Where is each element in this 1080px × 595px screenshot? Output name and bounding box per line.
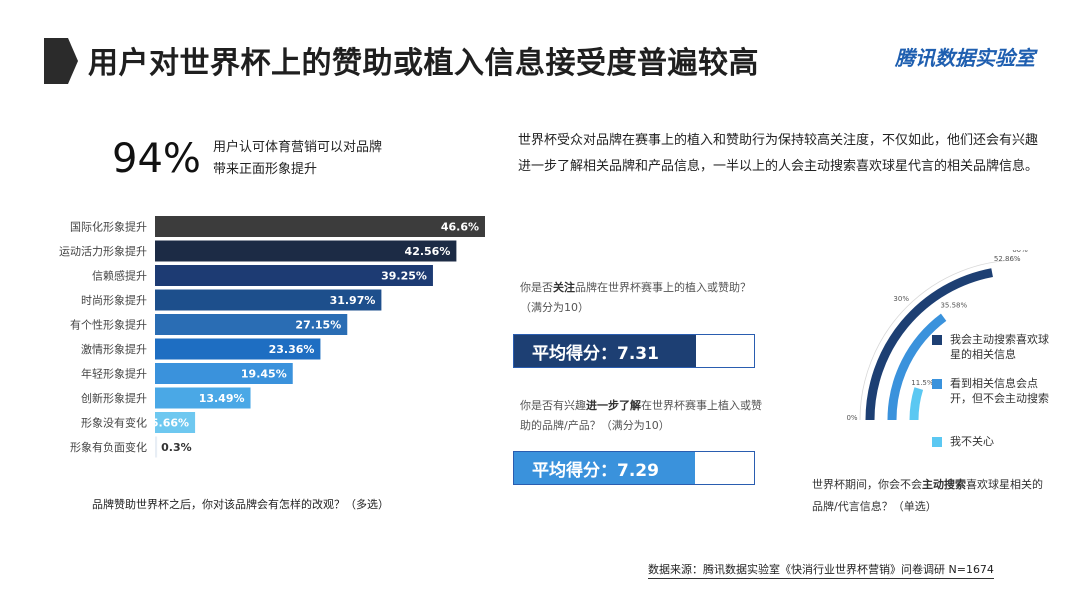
q1-text-post: 品牌在世界杯赛事上的植入或赞助？（满分为10） <box>520 281 751 314</box>
bar <box>155 265 433 286</box>
legend-swatch-dont-care <box>932 437 942 447</box>
arc-value-label: 11.5% <box>911 379 934 387</box>
bar <box>155 216 485 237</box>
bar <box>155 289 382 311</box>
q2-text-post: 在世界杯赛事上植入或赞助的品牌/产品？（满分为10） <box>520 399 762 432</box>
q1-text-bold: 关注 <box>553 281 575 294</box>
legend-swatch-click-not-search <box>932 379 942 389</box>
score-bar-interest: 平均得分：7.29 <box>513 451 755 485</box>
bar-value-label: 39.25% <box>381 270 427 283</box>
bar <box>155 314 348 335</box>
score-bar-interest-fill: 平均得分：7.29 <box>514 452 695 484</box>
bar <box>155 387 251 409</box>
big-percentage-description: 用户认可体育营销可以对品牌 带来正面形象提升 <box>213 137 413 181</box>
q2-text-pre: 你是否有兴趣 <box>520 399 586 412</box>
legend-item-active-search: 我会主动搜索喜欢球星的相关信息 <box>932 332 1050 362</box>
bar-category-label: 形象没有变化 <box>81 416 147 430</box>
arc-scale-label: 60% <box>1012 250 1028 254</box>
q2-text-bold: 进一步了解 <box>586 399 641 412</box>
bar-value-label: 13.49% <box>199 392 245 405</box>
question-active-search: 世界杯期间，你会不会主动搜索喜欢球星相关的品牌/代言信息？（单选） <box>812 474 1052 518</box>
big-percentage: 94% <box>112 136 201 182</box>
score-bar-attention-fill: 平均得分：7.31 <box>514 335 696 367</box>
brand-logo: 腾讯数据实验室 <box>895 46 1035 70</box>
bar-category-label: 国际化形象提升 <box>70 220 147 234</box>
bar-value-label: 42.56% <box>405 245 451 258</box>
arc-scale-label: 30% <box>893 295 909 303</box>
bar-value-label: 46.6% <box>441 221 479 234</box>
bar <box>155 240 457 262</box>
bar-category-label: 有个性形象提升 <box>70 318 147 332</box>
score-bar-attention: 平均得分：7.31 <box>513 334 755 368</box>
bar-value-label: 23.36% <box>269 343 315 356</box>
bar-category-label: 创新形象提升 <box>81 391 147 405</box>
arc-scale-guide <box>859 259 1021 421</box>
bar-category-label: 形象有负面变化 <box>70 440 147 454</box>
question-attention: 你是否关注品牌在世界杯赛事上的植入或赞助？（满分为10） <box>520 278 765 318</box>
bar-category-label: 信赖感提升 <box>92 270 147 283</box>
legend-label-click-not-search: 看到相关信息会点开，但不会主动搜索 <box>950 377 1049 405</box>
legend-swatch-active-search <box>932 335 942 345</box>
q1-text-pre: 你是否 <box>520 281 553 294</box>
intro-paragraph: 世界杯受众对品牌在赛事上的植入和赞助行为保持较高关注度，不仅如此，他们还会有兴趣… <box>518 133 1039 174</box>
q3-text-bold: 主动搜索 <box>922 478 966 491</box>
q3-text-pre: 世界杯期间，你会不会 <box>812 478 922 491</box>
big-desc-line2: 带来正面形象提升 <box>213 162 318 177</box>
bar-chart-caption: 品牌赞助世界杯之后，你对该品牌会有怎样的改观？（多选） <box>92 498 389 511</box>
arc-series <box>909 387 924 421</box>
bar-value-label: 5.66% <box>151 417 189 430</box>
bar-value-label: 27.15% <box>295 319 341 332</box>
arc-series <box>887 313 947 421</box>
bar <box>155 363 293 384</box>
bar-value-label: 31.97% <box>330 294 376 307</box>
arc-value-label: 35.58% <box>940 302 967 310</box>
bar-category-label: 激情形象提升 <box>81 342 147 356</box>
bar <box>155 436 158 458</box>
question-interest: 你是否有兴趣进一步了解在世界杯赛事上植入或赞助的品牌/产品？（满分为10） <box>520 396 765 436</box>
bar-category-label: 运动活力形象提升 <box>59 245 147 258</box>
bar-value-label: 0.3% <box>161 441 192 454</box>
arc-scale-label: 0% <box>846 414 857 422</box>
bar <box>155 412 196 433</box>
legend-label-active-search: 我会主动搜索喜欢球星的相关信息 <box>950 333 1049 361</box>
image-change-bar-chart: 国际化形象提升 46.6% 运动活力形象提升 42.56% 信赖感提升 39.25% 时尚形… <box>59 216 485 458</box>
legend-item-click-not-search: 看到相关信息会点开，但不会主动搜索 <box>932 376 1050 406</box>
bar <box>155 338 321 360</box>
legend-label-dont-care: 我不关心 <box>950 435 994 448</box>
arc-value-label: 52.86% <box>994 255 1021 263</box>
data-source: 数据来源：腾讯数据实验室《快消行业世界杯营销》问卷调研 N=1674 <box>648 561 994 579</box>
bar-category-label: 时尚形象提升 <box>81 293 147 307</box>
page-title: 用户对世界杯上的赞助或植入信息接受度普遍较高 <box>88 46 759 81</box>
bar-category-label: 年轻形象提升 <box>81 367 147 381</box>
title-marker-icon <box>44 38 78 84</box>
bar-value-label: 19.45% <box>241 368 287 381</box>
q3-text-post: 喜欢球星相关的品牌/代言信息？（单选） <box>812 478 1043 513</box>
search-behavior-arc-chart: 0% 30% 60%52.86% 35.58% 11.5% <box>846 250 1028 422</box>
arc-series <box>865 268 993 421</box>
legend-item-dont-care: 我不关心 <box>932 434 1050 449</box>
big-desc-line1: 用户认可体育营销可以对品牌 <box>213 140 383 155</box>
